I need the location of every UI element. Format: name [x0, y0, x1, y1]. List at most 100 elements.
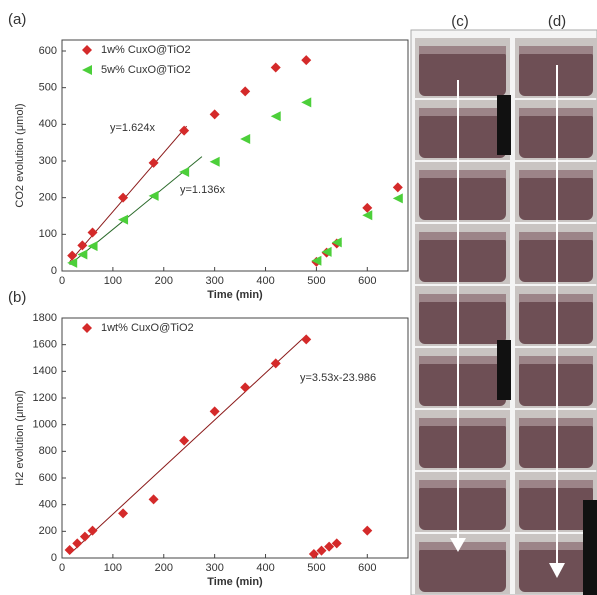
data-point [362, 202, 373, 213]
y-tick-label: 100 [39, 228, 57, 240]
x-tick-label: 600 [358, 562, 376, 574]
legend-label: 1wt% CuxO@TiO2 [101, 322, 194, 334]
jar [419, 360, 506, 406]
data-point [316, 545, 327, 556]
photo-columns [415, 38, 597, 595]
panel-label: (b) [8, 289, 26, 306]
panel-label: (a) [8, 11, 26, 28]
photo-shadow [583, 500, 597, 595]
data-point [67, 257, 78, 268]
data-point [77, 249, 88, 260]
data-point [392, 182, 403, 193]
data-point [148, 494, 159, 505]
data-point [270, 111, 281, 122]
data-point [301, 55, 312, 66]
annotation: y=1.136x [180, 184, 225, 196]
data-point [240, 134, 251, 144]
jar-rim [419, 480, 506, 488]
x-tick-label: 400 [256, 562, 274, 574]
jar [419, 546, 506, 592]
arrow-head-d [549, 563, 565, 578]
jar-rim [419, 418, 506, 426]
x-axis-label: Time (min) [207, 576, 263, 588]
data-point [179, 167, 190, 177]
data-point [240, 86, 251, 97]
jar [419, 484, 506, 530]
data-point [87, 241, 98, 252]
data-point [209, 156, 220, 167]
y-tick-label: 1000 [33, 419, 57, 431]
jar [419, 174, 506, 220]
legend-label: 1w% CuxO@TiO2 [101, 44, 191, 56]
y-tick-label: 600 [39, 472, 57, 484]
y-tick-label: 400 [39, 499, 57, 511]
photo-panel: (c) (d) [410, 13, 597, 595]
jar-rim [419, 232, 506, 240]
data-point [270, 358, 281, 369]
y-tick-label: 800 [39, 445, 57, 457]
legend-marker [82, 323, 92, 333]
y-tick-label: 1600 [33, 339, 57, 351]
data-point [67, 250, 78, 261]
data-point [87, 227, 98, 238]
data-point [321, 246, 332, 257]
data-point [301, 97, 312, 108]
data-point [362, 210, 373, 221]
legend-marker [82, 65, 92, 75]
data-point [240, 382, 251, 393]
y-tick-label: 0 [51, 265, 57, 277]
x-tick-label: 100 [104, 275, 122, 287]
y-tick-label: 1400 [33, 365, 57, 377]
jar [419, 50, 506, 96]
jar-rim [419, 542, 506, 550]
legend-marker [82, 45, 92, 55]
data-point [209, 109, 220, 120]
fit-line [69, 125, 188, 263]
data-point [331, 237, 342, 248]
x-tick-label: 0 [59, 275, 65, 287]
plot-frame [61, 39, 409, 272]
legend-label: 5w% CuxO@TiO2 [101, 64, 191, 76]
jar-rim [419, 170, 506, 178]
x-tick-label: 0 [59, 562, 65, 574]
x-tick-label: 500 [307, 275, 325, 287]
x-tick-label: 500 [307, 562, 325, 574]
data-point [362, 525, 373, 536]
y-tick-label: 200 [39, 525, 57, 537]
y-axis-label: CO2 evolution (μmol) [14, 103, 26, 207]
fit-line [69, 334, 307, 555]
jar [419, 112, 506, 158]
y-tick-label: 500 [39, 82, 57, 94]
jar-rim [419, 108, 506, 116]
y-tick-label: 1200 [33, 392, 57, 404]
data-point [392, 193, 403, 204]
data-point [179, 125, 190, 136]
x-tick-label: 400 [256, 275, 274, 287]
annotation: y=1.624x [110, 122, 155, 134]
data-point [148, 190, 159, 201]
jar-rim [419, 294, 506, 302]
y-tick-label: 400 [39, 118, 57, 130]
data-point [209, 406, 220, 417]
y-tick-label: 200 [39, 192, 57, 204]
jar [419, 422, 506, 468]
panel-label: (c) [451, 13, 469, 30]
x-tick-label: 200 [155, 275, 173, 287]
y-tick-label: 0 [51, 552, 57, 564]
data-point [118, 214, 129, 225]
data-point [270, 62, 281, 73]
y-tick-label: 600 [39, 45, 57, 57]
data-point [87, 525, 98, 536]
x-tick-label: 300 [205, 275, 223, 287]
data-point [64, 545, 75, 555]
photo-shadow [497, 340, 511, 400]
panel-label: (d) [548, 13, 566, 30]
x-tick-label: 200 [155, 562, 173, 574]
data-point [72, 538, 83, 549]
jar-rim [519, 46, 593, 54]
data-point [79, 531, 90, 542]
plot-frame [61, 317, 409, 559]
data-point [331, 538, 342, 549]
jar [419, 298, 506, 344]
x-tick-label: 600 [358, 275, 376, 287]
